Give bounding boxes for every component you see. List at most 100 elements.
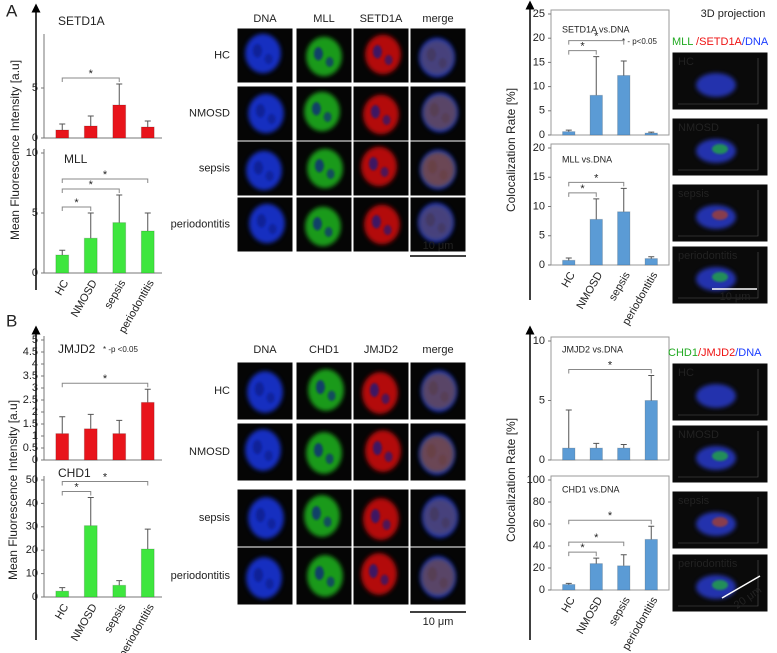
y-tick-label: 10: [533, 81, 545, 93]
y-tick-label: 10: [26, 568, 38, 580]
bar: [83, 428, 98, 461]
nucleus-signal: [304, 91, 340, 132]
error-bar: [620, 60, 627, 76]
y-tick-label: 0: [32, 591, 38, 603]
bar: [55, 129, 70, 139]
nucleus-lobe: [323, 516, 332, 528]
nucleus-lobe: [253, 161, 263, 175]
x-tick-label: HC: [53, 602, 71, 622]
x-tick-label: sepsis: [102, 278, 128, 311]
nucleus-lobe: [323, 112, 332, 122]
y-tick-label: 1: [32, 430, 38, 442]
projection-signal: [712, 210, 728, 220]
error-bar: [116, 194, 123, 223]
nucleus-lobe: [266, 392, 275, 404]
subplot-title: MLL: [64, 152, 88, 166]
bar: [562, 131, 576, 136]
y-tick-label: 0: [539, 129, 545, 141]
projection-label: NMOSD: [678, 429, 719, 441]
nucleus-signal: [361, 146, 397, 187]
nucleus-signal: [420, 39, 454, 76]
bar: [562, 447, 576, 461]
bar: [644, 132, 658, 136]
row-label: periodontitis: [171, 570, 231, 582]
y-tick-label: 25: [533, 8, 545, 20]
nucleus-lobe: [325, 57, 334, 67]
bar: [562, 584, 576, 591]
nucleus-lobe: [311, 506, 321, 521]
row-label: sepsis: [199, 162, 231, 174]
legend-entry: /JMJD2: [698, 347, 735, 359]
bar: [562, 259, 576, 266]
nucleus-lobe: [325, 453, 334, 465]
legend-entry: /DNA: [735, 347, 762, 359]
significance-label: *: [89, 68, 94, 80]
bar: [617, 447, 631, 461]
bar: [589, 563, 603, 591]
bar: [112, 433, 127, 461]
nucleus-lobe: [252, 440, 262, 455]
projection-signal: [712, 451, 728, 461]
y-tick-label: 5: [539, 230, 545, 242]
y-tick-label: 40: [26, 497, 38, 509]
projection-scale-label: 10 μm: [720, 291, 751, 303]
nucleus-lobe: [368, 157, 378, 171]
bar: [112, 104, 127, 139]
projection-scale-bar: [721, 575, 761, 599]
x-tick-label: sepsis: [102, 602, 128, 635]
significance-label: *: [580, 40, 585, 52]
x-tick-label: NMOSD: [69, 602, 100, 644]
projection-signal: [712, 580, 728, 590]
error-bar: [59, 416, 66, 434]
projection-legend: MLL /SETD1A/DNA: [672, 36, 769, 48]
error-bar: [116, 419, 123, 434]
significance-label: *: [74, 481, 79, 493]
nucleus-lobe: [268, 224, 277, 234]
projection-signal: [712, 517, 728, 527]
error-bar: [144, 528, 151, 550]
nucleus-lobe: [314, 159, 324, 173]
error-bar: [144, 120, 151, 127]
nucleus-signal: [246, 557, 282, 599]
bar: [617, 211, 631, 266]
significance-bracket: [61, 188, 120, 193]
subplot-title: JMJD2 vs.DNA: [562, 344, 623, 354]
error-bar: [648, 131, 655, 134]
nucleus-signal: [423, 94, 457, 131]
error-bar: [620, 187, 627, 212]
nucleus-lobe: [370, 509, 380, 524]
significance-bracket: [568, 40, 625, 45]
bar: [112, 584, 127, 598]
column-header: DNA: [253, 344, 277, 356]
nucleus-lobe: [313, 443, 323, 458]
bar: [140, 126, 155, 139]
significance-bracket: [61, 382, 149, 388]
projection-signal: [712, 272, 728, 282]
y-tick-label: 10: [26, 147, 38, 159]
bar: [55, 254, 70, 274]
nucleus-lobe: [313, 47, 323, 61]
y-tick-label: 5: [32, 334, 38, 346]
y-tick-label: 15: [533, 171, 545, 183]
plot-frame: [550, 9, 670, 136]
subplot-title: CHD1: [58, 466, 91, 480]
significance-label: *: [580, 542, 585, 554]
subplot-title: SETD1A: [58, 14, 105, 28]
nucleus-signal: [306, 432, 342, 474]
nucleus-signal: [248, 497, 284, 539]
nucleus-lobe: [255, 104, 265, 118]
legend-entry: CHD1: [668, 347, 698, 359]
projection-label: HC: [678, 367, 694, 379]
y-axis-label: Mean Fluorescence Intensity [a.u]: [6, 400, 20, 580]
plot-frame: [550, 143, 670, 266]
projection-signal: [712, 144, 728, 154]
error-bar: [87, 497, 94, 526]
projection-box: [678, 369, 759, 416]
column-header: CHD1: [309, 344, 339, 356]
row-label: sepsis: [199, 512, 231, 524]
annotation: * -p <0.05: [103, 345, 138, 354]
nucleus-lobe: [369, 383, 379, 398]
nucleus-lobe: [368, 564, 378, 579]
bar: [55, 590, 70, 598]
